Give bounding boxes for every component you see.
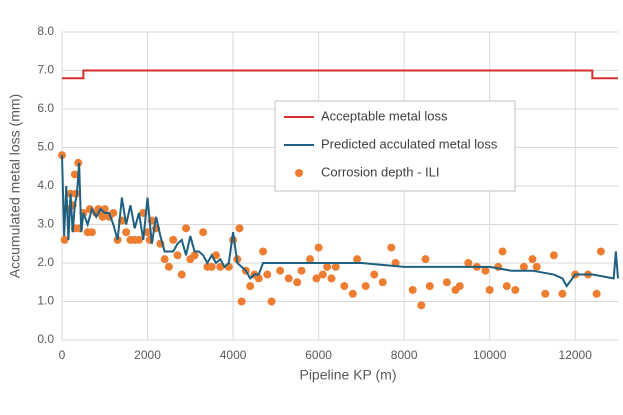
point bbox=[177, 270, 186, 279]
point bbox=[327, 274, 336, 283]
point bbox=[425, 282, 434, 291]
point bbox=[417, 301, 426, 310]
point bbox=[519, 262, 528, 271]
point bbox=[164, 262, 173, 271]
y-tick-label: 5.0 bbox=[37, 140, 54, 154]
point bbox=[254, 274, 263, 283]
point bbox=[87, 228, 96, 237]
point bbox=[592, 289, 601, 298]
point bbox=[267, 297, 276, 306]
point bbox=[340, 282, 349, 291]
y-tick-label: 7.0 bbox=[37, 63, 54, 77]
point bbox=[558, 289, 567, 298]
y-tick-label: 4.0 bbox=[37, 178, 54, 192]
x-tick-label: 4000 bbox=[220, 348, 247, 362]
line bbox=[61, 155, 619, 288]
point bbox=[408, 285, 417, 294]
point bbox=[312, 274, 321, 283]
point bbox=[293, 278, 302, 287]
x-tick-label: 2000 bbox=[134, 348, 161, 362]
point bbox=[207, 262, 216, 271]
point bbox=[216, 262, 225, 271]
x-tick-label: 12000 bbox=[559, 348, 593, 362]
y-axis-label: Accumulated metal loss (mm) bbox=[7, 94, 23, 278]
y-tick-label: 2.0 bbox=[37, 255, 54, 269]
point bbox=[370, 270, 379, 279]
point bbox=[498, 247, 507, 256]
legend-label: Corrosion depth - ILI bbox=[321, 164, 440, 179]
point bbox=[190, 251, 199, 260]
legend-label: Acceptable metal loss bbox=[321, 108, 448, 123]
point bbox=[387, 243, 396, 252]
point bbox=[528, 255, 537, 264]
point bbox=[532, 262, 541, 271]
point bbox=[160, 255, 169, 264]
point bbox=[199, 228, 208, 237]
point bbox=[235, 224, 244, 233]
point bbox=[263, 270, 272, 279]
point bbox=[331, 262, 340, 271]
legend-marker bbox=[295, 169, 303, 177]
point bbox=[455, 282, 464, 291]
point bbox=[361, 282, 370, 291]
legend-box bbox=[274, 100, 516, 192]
point bbox=[348, 289, 357, 298]
legend: Acceptable metal loss Predicted acculated… bbox=[274, 100, 516, 192]
point bbox=[314, 243, 323, 252]
point bbox=[122, 228, 131, 237]
x-axis-label: Pipeline KP (m) bbox=[299, 367, 396, 383]
point bbox=[442, 278, 451, 287]
point bbox=[485, 285, 494, 294]
point bbox=[464, 259, 473, 267]
x-tick-label: 8000 bbox=[391, 348, 418, 362]
x-tick-label: 10000 bbox=[473, 348, 507, 362]
point bbox=[353, 255, 362, 264]
point bbox=[481, 266, 490, 275]
point bbox=[211, 251, 220, 260]
point bbox=[306, 255, 315, 264]
point bbox=[134, 235, 143, 244]
point bbox=[502, 282, 511, 291]
x-tick-label: 6000 bbox=[305, 348, 332, 362]
grid: 0.0 1.0 2.0 3.0 4.0 5.0 6.0 7.0 8.0 0 2000 4000 6000… bbox=[37, 24, 618, 362]
point bbox=[246, 282, 255, 291]
point bbox=[323, 262, 332, 271]
point bbox=[511, 285, 520, 294]
point bbox=[378, 278, 387, 287]
point bbox=[297, 266, 306, 275]
y-tick-label: 1.0 bbox=[37, 294, 54, 308]
point bbox=[318, 270, 327, 279]
point bbox=[276, 266, 285, 275]
point bbox=[169, 235, 178, 244]
y-tick-label: 8.0 bbox=[37, 24, 54, 38]
point bbox=[541, 289, 550, 298]
point bbox=[284, 274, 293, 283]
y-tick-label: 0.0 bbox=[37, 332, 54, 346]
y-tick-label: 6.0 bbox=[37, 101, 54, 115]
point bbox=[60, 235, 69, 244]
line bbox=[62, 69, 618, 80]
point bbox=[173, 251, 182, 260]
point bbox=[182, 224, 191, 233]
point bbox=[259, 247, 268, 256]
x-tick-label: 0 bbox=[59, 348, 66, 362]
point bbox=[237, 297, 246, 306]
point bbox=[421, 255, 430, 264]
y-tick-label: 3.0 bbox=[37, 217, 54, 231]
legend-label: Predicted acculated metal loss bbox=[321, 136, 498, 151]
point bbox=[70, 170, 79, 179]
point bbox=[143, 228, 152, 237]
plot bbox=[58, 69, 619, 310]
point bbox=[109, 208, 118, 217]
point bbox=[549, 251, 558, 260]
point bbox=[98, 212, 107, 221]
point bbox=[596, 247, 605, 256]
